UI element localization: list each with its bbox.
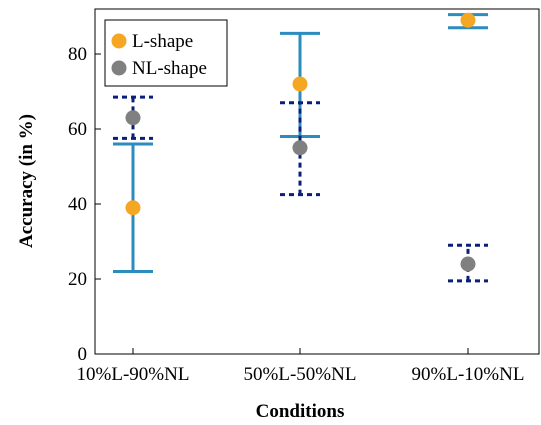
x-tick-label-2: 90%L-10%NL: [412, 364, 525, 385]
y-tick-label-40: 40: [68, 194, 87, 215]
legend-marker-0: [111, 33, 127, 49]
legend: L-shape NL-shape: [104, 19, 228, 87]
point-1-2: [460, 256, 476, 272]
point-1-0: [125, 110, 141, 126]
legend-marker-1: [111, 60, 127, 76]
point-0-1: [292, 76, 308, 92]
legend-label-1: NL-shape: [132, 58, 207, 79]
y-axis-title: Accuracy (in %): [16, 114, 37, 248]
x-tick-label-0: 10%L-90%NL: [77, 364, 190, 385]
legend-label-0: L-shape: [132, 31, 193, 52]
point-0-0: [125, 200, 141, 216]
y-tick-label-60: 60: [68, 119, 87, 140]
legend-box: [104, 19, 228, 87]
y-tick-label-0: 0: [78, 344, 88, 365]
y-tick-label-80: 80: [68, 44, 87, 65]
point-0-2: [460, 12, 476, 28]
x-tick-label-1: 50%L-50%NL: [244, 364, 357, 385]
x-axis-title: Conditions: [256, 401, 345, 422]
axis-ticks: 0 20 40 60 80 10%L-90%NL 50%L-50%NL 90%L-10%NL: [68, 44, 524, 385]
y-tick-label-20: 20: [68, 269, 87, 290]
plot-frame: [94, 8, 540, 355]
point-1-1: [292, 140, 308, 156]
chart-marks: [113, 12, 488, 283]
